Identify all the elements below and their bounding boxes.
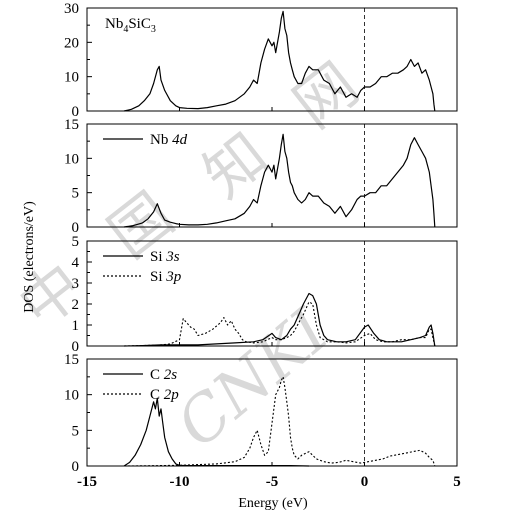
y-axis-label: DOS (electrons/eV) (22, 201, 37, 313)
legend-label: Si 3p (150, 269, 182, 285)
y-tick-label: 20 (64, 35, 79, 51)
y-tick-label: 5 (72, 234, 80, 250)
y-tick-label: 10 (64, 151, 79, 167)
legend-entry: Si 3s (103, 249, 180, 265)
x-tick-label: 5 (453, 474, 461, 490)
watermark-text: CNKI (163, 294, 343, 462)
dos-panel-total: 0 10 20 30 Nb4SiC3 (64, 1, 458, 120)
y-tick-label: 0 (72, 220, 80, 236)
series-line-c-2s (123, 397, 310, 467)
y-tick-label: 1 (72, 318, 80, 334)
legend-label: Si 3s (150, 249, 180, 265)
legend-entry: C 2s (103, 367, 177, 383)
y-tick-label: 30 (64, 1, 79, 17)
legend-label: C 2p (150, 387, 179, 403)
dos-panel-Si: 0 1 2 3 4 5 Si 3s Si 3p (72, 234, 458, 355)
legend-entry: Si 3p (103, 269, 182, 285)
y-tick-label: 5 (72, 423, 80, 439)
x-tick-label: -5 (266, 474, 279, 490)
legend-entry: Nb 4d (103, 132, 188, 148)
legend-label: Nb 4d (150, 132, 188, 148)
y-tick-label: 10 (64, 70, 79, 86)
series-line-c-2p (123, 376, 436, 467)
legend-label: C 2s (150, 367, 177, 383)
x-axis: -15 -10 -5 0 5 (77, 474, 461, 490)
y-tick-label: 4 (72, 255, 80, 271)
y-tick-label: 0 (72, 339, 80, 355)
series-line-total (123, 10, 436, 112)
y-tick-label: 2 (72, 297, 80, 313)
dos-panel-Nb: 0 5 10 15 Nb 4d (64, 117, 458, 236)
watermark-char: 中 (6, 250, 96, 342)
y-tick-label: 15 (64, 117, 79, 133)
x-tick-label: -15 (77, 474, 97, 490)
y-tick-label: 5 (72, 186, 80, 202)
legend-entry: C 2p (103, 387, 179, 403)
series-line-nb-4d (123, 133, 436, 228)
dos-panel-C: 0 5 10 15 C 2s C 2p (64, 352, 458, 475)
x-tick-label: 0 (361, 474, 369, 490)
y-tick-label: 15 (64, 352, 79, 368)
x-tick-label: -10 (170, 474, 190, 490)
series-line-si-3s (123, 292, 436, 347)
legend-entry: Nb4SiC3 (105, 16, 156, 35)
series-line-si-3p (123, 301, 436, 347)
y-tick-label: 0 (72, 104, 80, 120)
y-tick-label: 10 (64, 388, 79, 404)
y-tick-label: 0 (72, 459, 80, 475)
x-axis-label: Energy (eV) (238, 496, 308, 511)
y-tick-label: 3 (72, 276, 80, 292)
legend-label: Nb4SiC3 (105, 16, 156, 35)
